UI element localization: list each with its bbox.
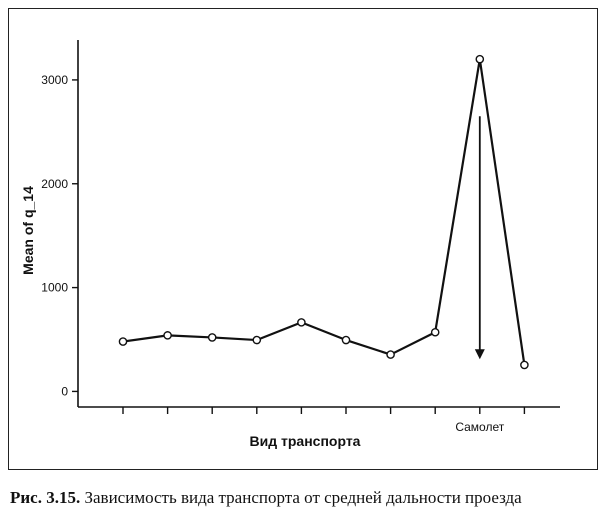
- data-point: [430, 327, 440, 337]
- y-axis-ticks: 0 1000 2000 3000: [41, 73, 78, 398]
- data-point: [252, 335, 262, 345]
- y-tick-label: 1000: [41, 281, 68, 295]
- data-point: [297, 318, 306, 327]
- series-line: [122, 58, 526, 366]
- x-tick-label: Самолет: [455, 420, 504, 434]
- y-tick-label: 3000: [41, 73, 68, 87]
- chart-frame: [8, 8, 598, 470]
- data-point: [475, 54, 485, 64]
- line-chart: 0 1000 2000 3000 Самолет Mean of q_14 Вид т…: [20, 40, 560, 449]
- x-axis-title: Вид транспорта: [250, 433, 361, 449]
- data-point: [520, 360, 529, 370]
- figure-caption: Рис. 3.15. Зависимость вида транспорта о…: [10, 488, 600, 508]
- data-point: [118, 337, 128, 346]
- figure-caption-text: Зависимость вида транспорта от средней д…: [84, 488, 522, 507]
- data-point: [341, 335, 351, 345]
- annotation-arrow: [474, 116, 485, 360]
- y-tick-label: 0: [61, 384, 68, 398]
- annotation-arrow-head: [474, 349, 485, 360]
- data-point: [207, 333, 217, 342]
- figure-number: Рис. 3.15.: [10, 488, 81, 507]
- y-tick-label: 2000: [41, 177, 68, 191]
- x-axis-ticks: Самолет: [122, 407, 526, 434]
- data-point: [163, 331, 172, 340]
- data-point-markers: [118, 54, 529, 370]
- data-point: [386, 350, 395, 359]
- y-axis-title: Mean of q_14: [20, 186, 36, 275]
